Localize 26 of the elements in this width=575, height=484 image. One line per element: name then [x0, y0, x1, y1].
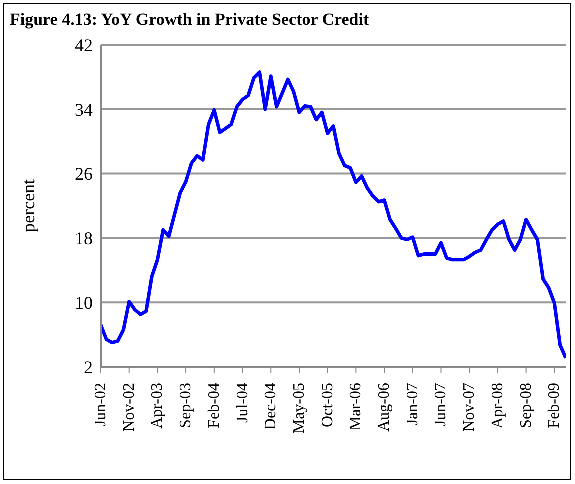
chart-title: Figure 4.13: YoY Growth in Private Sector Credit — [10, 10, 370, 30]
x-tick-label: Oct-05 — [319, 383, 336, 428]
x-tick-label: Aug-06 — [376, 383, 394, 432]
x-tick-label: Mar-06 — [348, 383, 365, 431]
x-tick-label: Jun-07 — [432, 383, 450, 427]
x-tick-label: May-05 — [290, 383, 308, 434]
x-tick-label: Feb-04 — [206, 383, 223, 428]
x-tick-label: Sep-08 — [518, 383, 535, 428]
x-tick-label: Dec-04 — [262, 383, 280, 430]
x-tick-label: Nov-07 — [461, 383, 478, 432]
y-axis-title: percent — [18, 180, 38, 232]
x-tick-label: Jun-02 — [92, 383, 110, 427]
y-tick-label: 26 — [75, 164, 93, 184]
x-tick-label: Nov-02 — [120, 383, 138, 432]
y-tick-label: 10 — [75, 292, 93, 313]
line-series — [101, 70, 566, 360]
y-tick-label: 42 — [75, 35, 93, 56]
x-tick-label: Apr-08 — [489, 383, 506, 429]
y-tick-label: 2 — [84, 357, 93, 378]
y-tick-label: 34 — [75, 100, 93, 120]
x-tick-label: Jan-07 — [404, 383, 422, 426]
x-tick-label: Sep-03 — [178, 383, 195, 428]
y-tick-label: 18 — [75, 228, 93, 249]
x-tick-label: Apr-03 — [149, 383, 166, 429]
x-tick-label: Jul-04 — [234, 383, 252, 423]
x-tick-label: Feb-09 — [546, 383, 564, 428]
